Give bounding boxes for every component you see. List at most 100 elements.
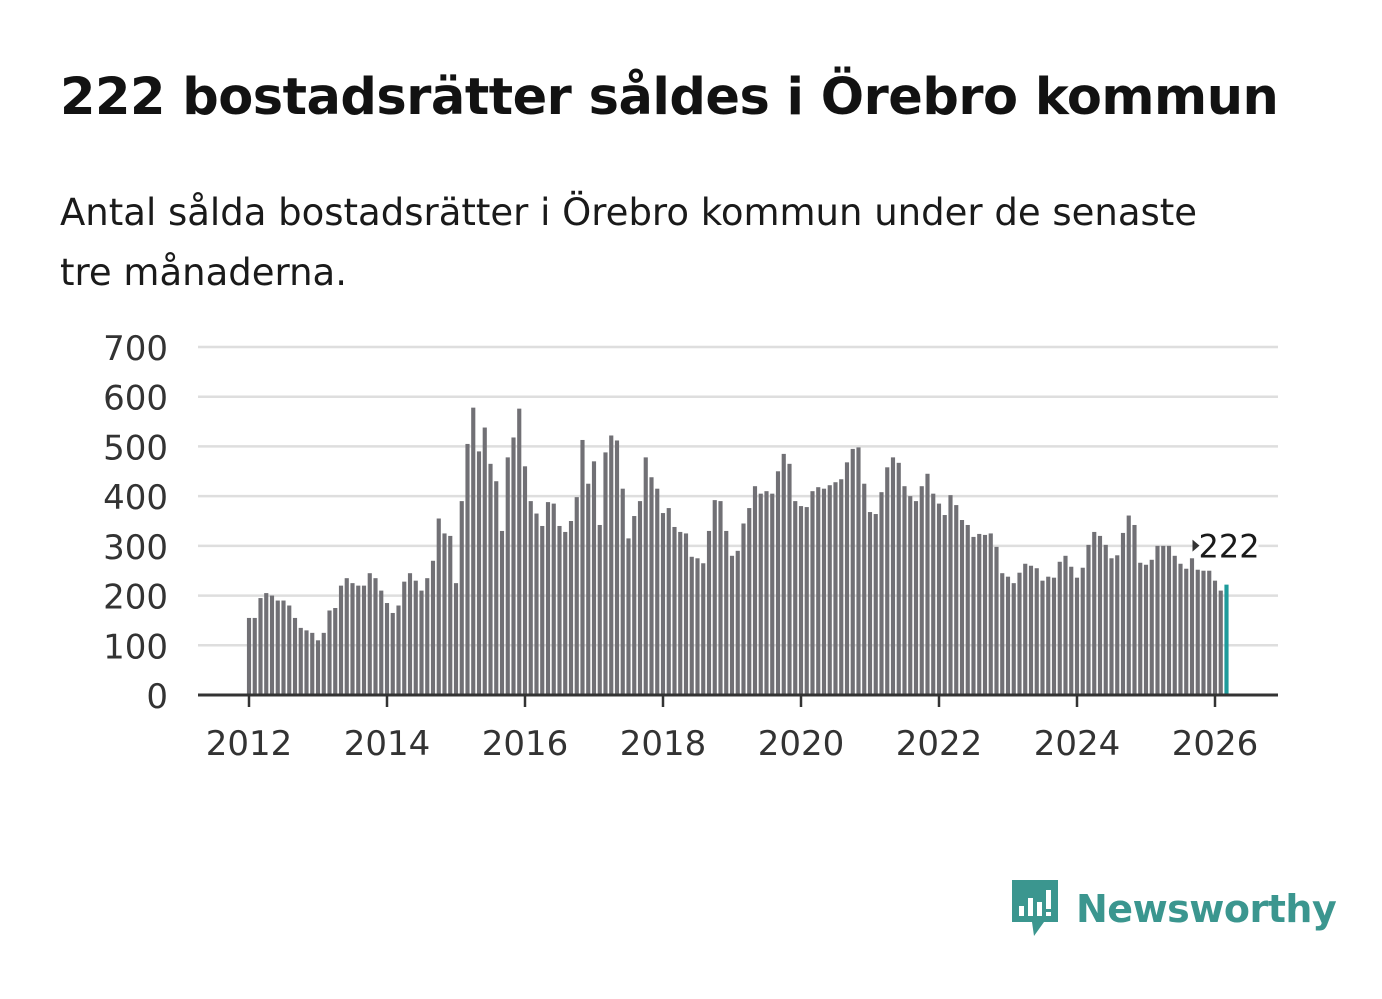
bar xyxy=(678,531,683,695)
bar xyxy=(1000,573,1005,695)
bar xyxy=(528,501,533,695)
bar xyxy=(1086,544,1091,695)
bar xyxy=(810,491,815,695)
bar xyxy=(1040,580,1045,695)
bar xyxy=(252,617,257,695)
bar xyxy=(304,630,309,695)
bar xyxy=(971,536,976,695)
bar xyxy=(499,530,505,695)
bar xyxy=(1207,570,1212,695)
bar xyxy=(873,514,878,695)
bar xyxy=(361,585,367,695)
bar xyxy=(821,488,827,695)
bar xyxy=(1161,545,1166,695)
bar xyxy=(321,632,326,695)
bar xyxy=(338,585,344,695)
bar xyxy=(292,617,298,695)
bar xyxy=(310,632,315,695)
bar xyxy=(563,531,568,695)
bar xyxy=(701,563,706,695)
bar xyxy=(246,617,252,695)
bar xyxy=(379,590,384,695)
bar xyxy=(609,435,614,695)
bar xyxy=(425,578,430,695)
bar xyxy=(632,516,637,695)
bar xyxy=(954,505,959,695)
bar xyxy=(931,493,936,695)
bar xyxy=(1120,532,1126,695)
bar xyxy=(718,501,723,695)
bar xyxy=(511,437,516,695)
bar xyxy=(649,477,654,695)
bar xyxy=(465,443,470,695)
newsworthy-logo[interactable]: Newsworthy xyxy=(1008,876,1337,942)
bar xyxy=(1109,558,1114,695)
bar xyxy=(373,578,378,695)
bar xyxy=(747,508,752,695)
bar xyxy=(908,496,913,695)
bar xyxy=(522,466,528,695)
bar xyxy=(419,590,424,695)
bar xyxy=(545,502,551,695)
bar xyxy=(706,530,712,695)
bar xyxy=(269,595,275,695)
bar xyxy=(505,457,510,695)
bar xyxy=(327,610,332,695)
bar xyxy=(827,485,832,695)
bar xyxy=(994,546,999,695)
bar xyxy=(1132,524,1137,695)
bar xyxy=(356,585,361,695)
bars xyxy=(246,407,1229,695)
y-tick-label: 600 xyxy=(103,379,168,419)
bar xyxy=(1005,576,1011,695)
bar xyxy=(666,508,671,695)
bar xyxy=(471,407,476,695)
bar xyxy=(367,573,372,695)
bar xyxy=(890,457,896,695)
bar xyxy=(1097,535,1103,695)
bar xyxy=(1115,555,1120,695)
x-tick-label: 2020 xyxy=(758,724,845,764)
bar xyxy=(275,600,280,695)
y-tick-label: 500 xyxy=(103,428,168,468)
bar xyxy=(436,518,441,695)
y-tick-label: 300 xyxy=(103,528,168,568)
bar xyxy=(804,507,809,695)
bar xyxy=(591,461,597,695)
bar xyxy=(1155,545,1160,695)
bar xyxy=(936,503,942,695)
annotation-pointer xyxy=(1192,539,1200,552)
bar xyxy=(959,520,965,695)
bar xyxy=(850,448,855,695)
bar xyxy=(1017,572,1022,695)
bar xyxy=(1149,559,1154,695)
bar xyxy=(672,526,677,695)
bar xyxy=(816,487,821,695)
y-axis-labels: 0 100 200 300 400 500 600 700 xyxy=(103,329,168,717)
bar xyxy=(1074,577,1080,695)
bar xyxy=(557,525,562,695)
bar xyxy=(402,581,407,695)
bar xyxy=(1046,576,1051,695)
x-axis-ticks: 2012 2014 2016 2018 2020 2022 2024 2026 xyxy=(206,695,1258,764)
bar xyxy=(453,583,459,695)
y-tick-label: 100 xyxy=(103,627,168,667)
bar xyxy=(982,534,988,695)
bar xyxy=(442,533,447,695)
bar xyxy=(568,521,574,695)
bar xyxy=(1051,577,1057,695)
bar xyxy=(551,503,556,695)
bar xyxy=(1138,562,1143,695)
bar xyxy=(597,524,602,695)
bar xyxy=(1103,544,1108,695)
chart-title: 222 bostadsrätter såldes i Örebro kommun xyxy=(60,68,1279,127)
y-tick-label: 200 xyxy=(103,578,168,618)
bar xyxy=(867,512,873,695)
bar xyxy=(1195,569,1200,695)
bar xyxy=(683,533,689,695)
bar xyxy=(1080,567,1085,695)
bar xyxy=(1224,584,1229,695)
bar xyxy=(977,533,982,695)
bar xyxy=(407,573,413,695)
bar xyxy=(913,501,919,695)
